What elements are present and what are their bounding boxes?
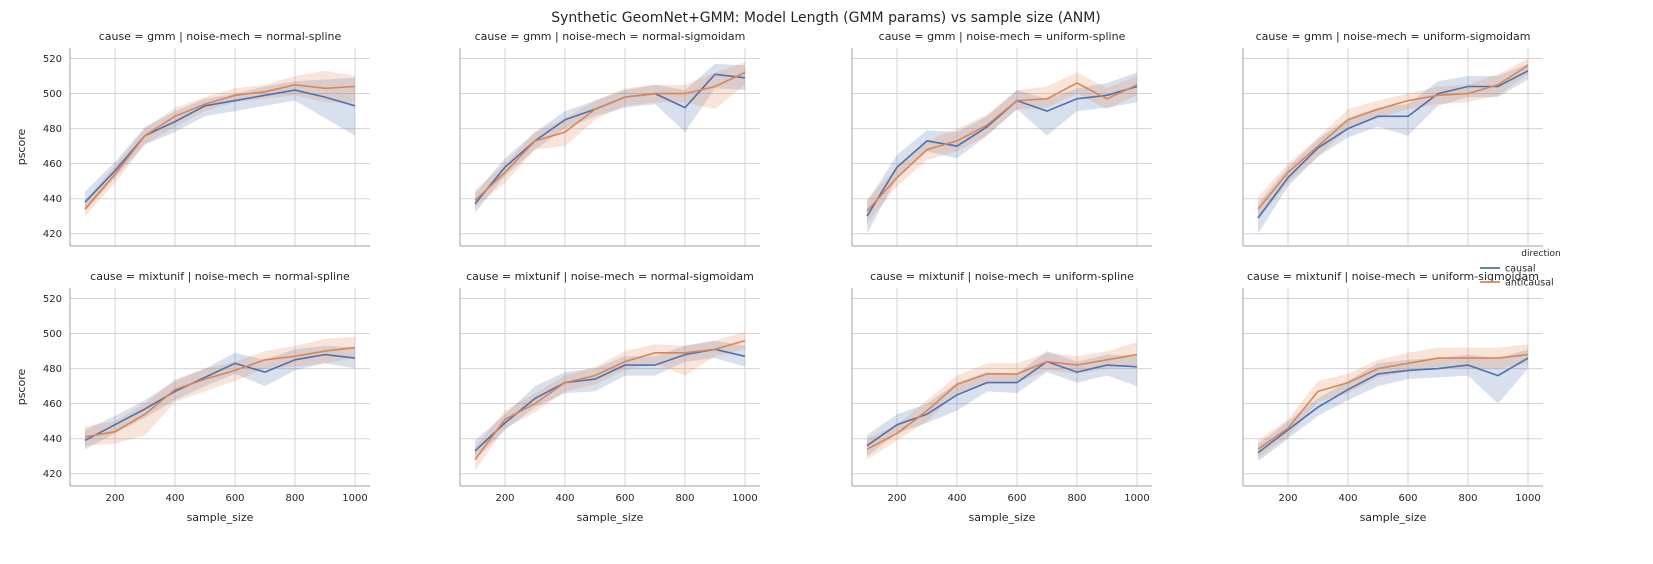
anticausal-confidence-band <box>85 70 355 217</box>
panel-title: cause = mixtunif | noise-mech = uniform-… <box>1247 270 1539 283</box>
x-tick-label: 600 <box>225 493 244 504</box>
x-tick-label: 1000 <box>732 493 757 504</box>
x-tick-label: 1000 <box>1515 493 1540 504</box>
x-tick-label: 400 <box>555 493 574 504</box>
x-tick-label: 200 <box>495 493 514 504</box>
panel-title: cause = gmm | noise-mech = normal-spline <box>99 30 342 43</box>
panel-title: cause = gmm | noise-mech = uniform-splin… <box>879 30 1126 43</box>
x-tick-label: 400 <box>165 493 184 504</box>
anticausal-confidence-band <box>85 337 355 446</box>
y-tick-label: 520 <box>43 54 62 65</box>
anticausal-confidence-band <box>1258 58 1528 220</box>
y-axis-label: pscore <box>15 129 28 166</box>
x-tick-label: 800 <box>285 493 304 504</box>
panel-title: cause = gmm | noise-mech = normal-sigmoi… <box>475 30 746 43</box>
panel-title: cause = gmm | noise-mech = uniform-sigmo… <box>1256 30 1531 43</box>
legend: direction causal anticausal <box>1480 249 1561 289</box>
anticausal-series-line <box>474 71 746 201</box>
causal-confidence-band <box>85 345 355 450</box>
legend-label-causal: causal <box>1505 264 1535 275</box>
x-axis-label: sample_size <box>187 511 254 524</box>
anticausal-confidence-band <box>867 342 1137 460</box>
y-tick-label: 480 <box>43 124 62 135</box>
y-tick-label: 500 <box>43 89 62 100</box>
y-tick-label: 460 <box>43 159 62 170</box>
causal-confidence-band <box>867 351 1137 457</box>
causal-confidence-band <box>475 63 745 213</box>
x-tick-label: 1000 <box>342 493 367 504</box>
anticausal-confidence-band <box>475 62 745 208</box>
causal-series-line <box>866 360 1138 447</box>
causal-series-line <box>1257 357 1529 454</box>
facet-panel-7: cause = mixtunif | noise-mech = uniform-… <box>851 270 1152 524</box>
x-axis-label: sample_size <box>1360 511 1427 524</box>
x-tick-label: 600 <box>615 493 634 504</box>
causal-confidence-band <box>867 72 1137 234</box>
y-tick-label: 500 <box>43 329 62 340</box>
y-tick-label: 440 <box>43 434 62 445</box>
facet-panel-6: cause = mixtunif | noise-mech = normal-s… <box>459 270 760 524</box>
legend-label-anticausal: anticausal <box>1505 278 1554 289</box>
anticausal-series-line <box>84 83 356 210</box>
x-tick-label: 800 <box>675 493 694 504</box>
x-tick-label: 400 <box>1338 493 1357 504</box>
x-tick-label: 600 <box>1007 493 1026 504</box>
causal-series-line <box>1257 70 1529 219</box>
facet-panel-3: cause = gmm | noise-mech = uniform-splin… <box>851 30 1152 247</box>
x-tick-label: 200 <box>1278 493 1297 504</box>
y-tick-label: 480 <box>43 364 62 375</box>
causal-confidence-band <box>1258 63 1528 234</box>
x-tick-label: 400 <box>947 493 966 504</box>
legend-title: direction <box>1521 249 1560 259</box>
causal-series-line <box>84 89 356 203</box>
figure-title: Synthetic GeomNet+GMM: Model Length (GMM… <box>551 10 1101 26</box>
anticausal-series-line <box>1257 353 1529 450</box>
y-tick-label: 420 <box>43 469 62 480</box>
causal-confidence-band <box>475 340 745 460</box>
facet-panel-5: cause = mixtunif | noise-mech = normal-s… <box>15 270 370 524</box>
x-tick-label: 800 <box>1067 493 1086 504</box>
x-tick-label: 200 <box>887 493 906 504</box>
x-axis-label: sample_size <box>577 511 644 524</box>
facet-panel-2: cause = gmm | noise-mech = normal-sigmoi… <box>459 30 760 247</box>
anticausal-series-line <box>866 82 1138 212</box>
panel-title: cause = mixtunif | noise-mech = normal-s… <box>90 270 350 283</box>
facet-panel-8: cause = mixtunif | noise-mech = uniform-… <box>1242 270 1543 524</box>
x-tick-label: 800 <box>1458 493 1477 504</box>
facet-panel-4: cause = gmm | noise-mech = uniform-sigmo… <box>1242 30 1543 247</box>
y-tick-label: 420 <box>43 229 62 240</box>
y-tick-label: 440 <box>43 194 62 205</box>
y-axis-label: pscore <box>15 369 28 406</box>
y-tick-label: 460 <box>43 399 62 410</box>
facet-panel-1: cause = gmm | noise-mech = normal-spline… <box>15 30 370 247</box>
panel-title: cause = mixtunif | noise-mech = uniform-… <box>870 270 1134 283</box>
anticausal-series-line <box>474 339 746 461</box>
anticausal-confidence-band <box>1258 344 1528 458</box>
x-tick-label: 600 <box>1398 493 1417 504</box>
y-tick-label: 520 <box>43 294 62 305</box>
anticausal-series-line <box>1257 64 1529 210</box>
anticausal-confidence-band <box>867 72 1137 224</box>
panel-title: cause = mixtunif | noise-mech = normal-s… <box>466 270 754 283</box>
anticausal-series-line <box>84 346 356 438</box>
anticausal-confidence-band <box>475 331 745 471</box>
x-tick-label: 1000 <box>1124 493 1149 504</box>
causal-series-line <box>84 353 356 442</box>
x-tick-label: 200 <box>105 493 124 504</box>
anticausal-series-line <box>866 353 1138 450</box>
x-axis-label: sample_size <box>969 511 1036 524</box>
